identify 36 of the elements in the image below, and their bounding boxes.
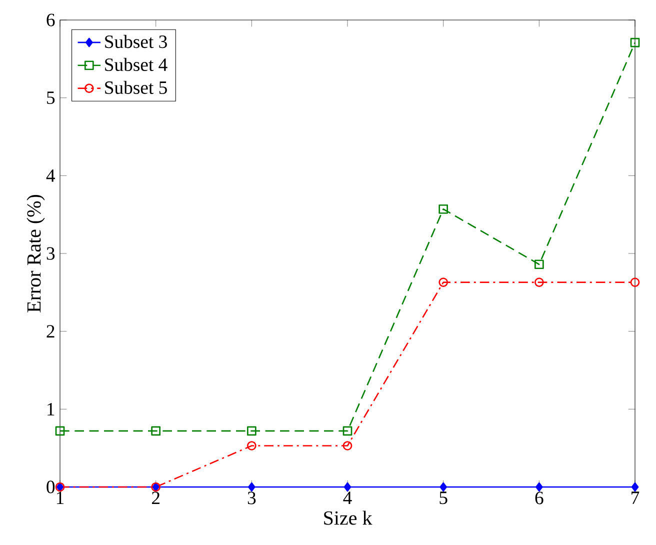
x-axis-title: Size k [324,510,372,525]
y-axis-title: Error Rate (%) [26,194,45,312]
y-tick-label: 6 [46,14,55,26]
x-tick-label: 6 [535,492,544,504]
point [631,482,639,492]
legend-label: Subset 3 [105,34,167,48]
y-tick-label: 2 [46,325,54,338]
point [534,260,544,270]
point [438,278,448,287]
point [247,426,256,436]
point [247,441,256,450]
y-tick-label: 0 [46,480,55,494]
x-tick-label: 7 [632,492,640,504]
point [342,441,352,450]
x-tick-label: 4 [343,492,352,504]
legend-label: Subset 5 [105,80,167,94]
point [536,482,543,492]
x-tick-label: 3 [248,492,256,504]
y-tick-label: 4 [46,170,56,182]
point [344,482,352,492]
point [248,482,256,492]
point [151,426,161,436]
y-tick-label: 1 [48,402,54,416]
point [342,426,352,436]
point [55,426,65,436]
point [534,278,544,287]
point [630,38,640,48]
x-tick-label: 2 [152,492,160,504]
point [630,278,640,287]
y-tick-label: 5 [47,92,55,104]
legend-label: Subset 4 [105,58,168,72]
x-tick-label: 1 [56,492,64,504]
x-tick-label: 5 [440,492,448,504]
point [440,482,448,492]
y-tick-label: 3 [46,247,55,260]
point [438,204,448,214]
